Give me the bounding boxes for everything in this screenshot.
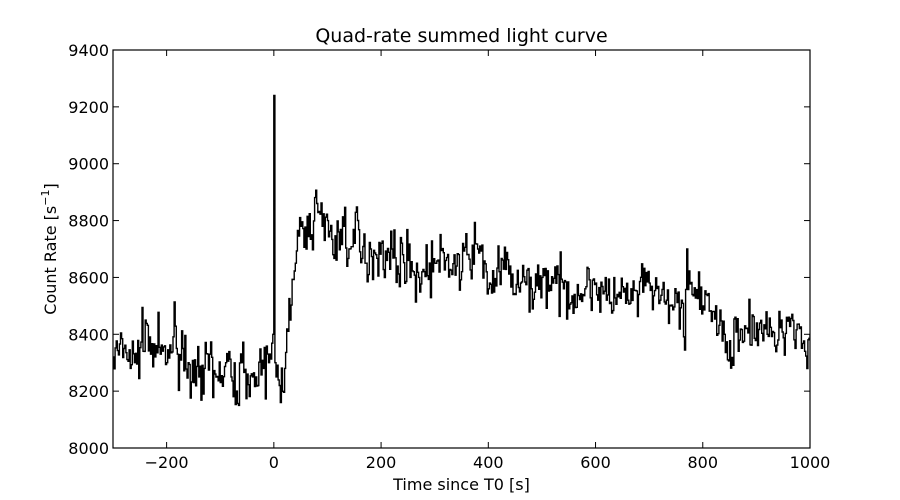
- x-tick-label: 1000: [790, 453, 831, 472]
- x-tick-label: 800: [687, 453, 718, 472]
- y-axis-label: Count Rate [s−1]: [39, 183, 60, 314]
- x-tick-label: 400: [473, 453, 504, 472]
- plot-frame: [113, 50, 810, 448]
- y-tick-label: 9200: [68, 98, 109, 117]
- x-tick-label: 600: [580, 453, 611, 472]
- x-tick-label: 0: [269, 453, 279, 472]
- plot-area: [112, 49, 811, 449]
- chart-title: Quad-rate summed light curve: [315, 25, 607, 47]
- y-axis-label-close: ]: [41, 183, 60, 189]
- y-tick-label: 9000: [68, 155, 109, 174]
- y-axis-ticks: 8000 8200 8400 8600 8800 9000 9200 9400: [68, 41, 810, 458]
- x-tick-label: 200: [366, 453, 397, 472]
- y-tick-label: 8800: [68, 212, 109, 231]
- y-tick-label: 9400: [68, 41, 109, 60]
- light-curve-line: [113, 94, 810, 407]
- y-axis-label-main: Count Rate [s: [41, 206, 60, 315]
- y-tick-label: 8400: [68, 325, 109, 344]
- light-curve-series: [113, 94, 810, 407]
- y-tick-label: 8600: [68, 268, 109, 287]
- y-tick-label: 8000: [68, 439, 109, 458]
- x-axis-ticks: −200 0 200 400 600 800 1000: [145, 50, 831, 472]
- y-axis-label-sup: −1: [39, 190, 52, 206]
- axes-frame: [112, 49, 811, 449]
- y-tick-label: 8200: [68, 382, 109, 401]
- x-tick-label: −200: [145, 453, 189, 472]
- x-axis-label: Time since T0 [s]: [392, 475, 530, 494]
